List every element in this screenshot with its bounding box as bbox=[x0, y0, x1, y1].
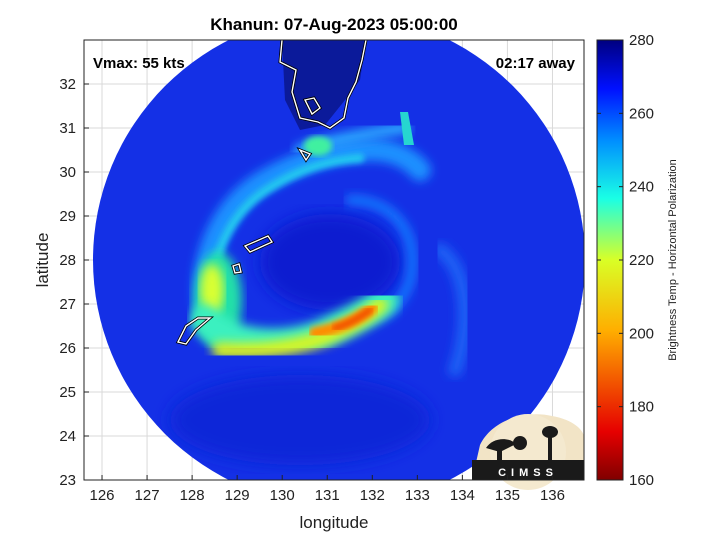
logo-tank bbox=[542, 426, 558, 438]
colorbar-label: Brightness Temp - Horizontal Polarizatio… bbox=[667, 159, 679, 361]
y-tick-label: 24 bbox=[59, 428, 76, 445]
western-convection-core bbox=[200, 264, 224, 316]
x-tick-label: 131 bbox=[315, 487, 340, 504]
colorbar-tick-label: 200 bbox=[629, 325, 654, 342]
eye-region bbox=[260, 214, 400, 310]
x-tick-label: 130 bbox=[270, 487, 295, 504]
x-tick-label: 129 bbox=[225, 487, 250, 504]
x-axis-label: longitude bbox=[299, 513, 368, 532]
colorbar-tick-label: 280 bbox=[629, 32, 654, 49]
time-away-annotation: 02:17 away bbox=[496, 55, 576, 72]
cimss-logo: CIMSS bbox=[472, 414, 585, 490]
coastline-north-white bbox=[279, 40, 367, 129]
x-tick-label: 127 bbox=[135, 487, 160, 504]
logo-dish bbox=[486, 439, 516, 452]
colorbar-tick-label: 180 bbox=[629, 399, 654, 416]
y-tick-label: 32 bbox=[59, 76, 76, 93]
x-tick-label: 136 bbox=[540, 487, 565, 504]
east-band bbox=[433, 243, 472, 377]
y-tick-label: 23 bbox=[59, 472, 76, 489]
island-patch bbox=[304, 136, 332, 156]
colorbar-gradient bbox=[596, 39, 624, 481]
colorbar: 160 180 200 220 240 260 280 Brightness Temp - … bbox=[596, 32, 679, 489]
y-tick-label: 28 bbox=[59, 252, 76, 269]
colorbar-tick-label: 220 bbox=[629, 252, 654, 269]
logo-ground bbox=[472, 460, 584, 480]
plot-area: Vmax: 55 kts 02:17 away CIMSS bbox=[83, 39, 585, 490]
colorbar-tick-label: 240 bbox=[629, 179, 654, 196]
coastline-island-4-white bbox=[298, 148, 312, 162]
coastline-island-3-white bbox=[176, 317, 212, 345]
northern-land-area bbox=[282, 40, 366, 130]
cold-region-south bbox=[170, 375, 430, 465]
y-tick-label: 26 bbox=[59, 340, 76, 357]
logo-tower bbox=[548, 436, 552, 462]
y-tick-label: 25 bbox=[59, 384, 76, 401]
colorbar-ticks: 160 180 200 220 240 260 280 bbox=[597, 32, 654, 489]
y-axis-label: latitude bbox=[33, 233, 52, 288]
y-tick-label: 30 bbox=[59, 164, 76, 181]
coastlines-white bbox=[176, 40, 367, 345]
y-axis-ticks: 23 24 25 26 27 28 29 30 31 32 bbox=[59, 76, 89, 489]
colorbar-tick-label: 260 bbox=[629, 105, 654, 122]
logo-dome bbox=[513, 436, 527, 450]
y-tick-label: 31 bbox=[59, 120, 76, 137]
x-tick-label: 134 bbox=[450, 487, 475, 504]
x-tick-label: 128 bbox=[180, 487, 205, 504]
coastline-island-1-white bbox=[243, 235, 274, 253]
x-tick-label: 133 bbox=[405, 487, 430, 504]
swath-edge-strip bbox=[400, 112, 414, 145]
x-tick-label: 135 bbox=[495, 487, 520, 504]
coastline-island-2-white bbox=[232, 263, 242, 274]
y-tick-label: 29 bbox=[59, 208, 76, 225]
y-tick-label: 27 bbox=[59, 296, 76, 313]
brightness-temp-swath bbox=[93, 40, 584, 480]
logo-dish-stand bbox=[497, 450, 502, 462]
chart-title: Khanun: 07-Aug-2023 05:00:00 bbox=[210, 15, 458, 34]
coastline-island-north-white bbox=[303, 97, 321, 116]
x-tick-label: 132 bbox=[360, 487, 385, 504]
southern-band-hot bbox=[332, 307, 373, 331]
colorbar-tick-label: 160 bbox=[629, 472, 654, 489]
logo-text: CIMSS bbox=[498, 467, 558, 479]
outer-rainband bbox=[193, 138, 431, 316]
x-tick-label: 126 bbox=[90, 487, 115, 504]
vmax-annotation: Vmax: 55 kts bbox=[93, 55, 185, 72]
x-axis-ticks: 126 127 128 129 130 131 132 133 134 135 136 bbox=[90, 475, 565, 504]
